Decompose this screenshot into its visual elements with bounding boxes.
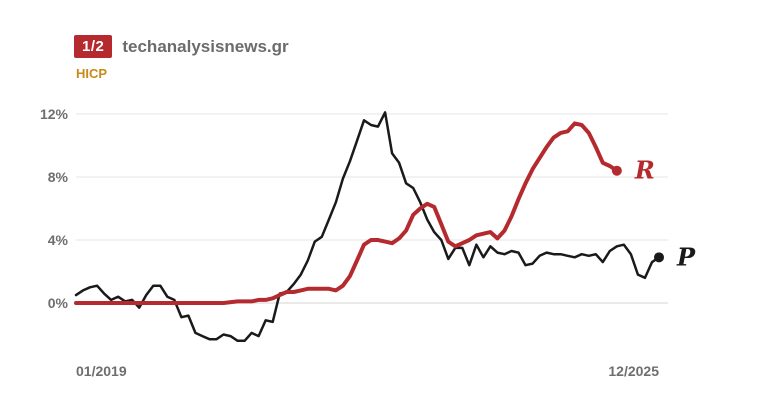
series-label-P: P bbox=[676, 242, 696, 271]
source-label: techanalysisnews.gr bbox=[122, 36, 289, 56]
y-tick-label: 12% bbox=[40, 106, 69, 122]
page-badge: 1/2 bbox=[74, 35, 113, 58]
grid-lines bbox=[76, 113, 668, 304]
series-line-R bbox=[74, 121, 619, 305]
series-endpoint-P bbox=[654, 252, 664, 263]
x-tick-label-end: 12/2025 bbox=[608, 363, 659, 379]
series-lines bbox=[74, 111, 664, 343]
y-tick-label: 0% bbox=[48, 295, 69, 311]
series-label-R: R bbox=[634, 156, 655, 185]
x-tick-label-start: 01/2019 bbox=[76, 363, 127, 379]
y-tick-label: 8% bbox=[48, 169, 69, 185]
x-axis-ticks: 01/2019 12/2025 bbox=[76, 363, 659, 379]
y-tick-label: 4% bbox=[48, 232, 69, 248]
series-labels: PR bbox=[634, 156, 696, 272]
series-line-P bbox=[74, 111, 661, 343]
chart-header: 1/2 techanalysisnews.gr bbox=[74, 35, 289, 58]
chart-subtitle: HICP bbox=[76, 66, 108, 81]
y-axis-ticks: 0% 4% 8% 12% bbox=[40, 106, 69, 311]
series-endpoint-R bbox=[611, 165, 622, 176]
